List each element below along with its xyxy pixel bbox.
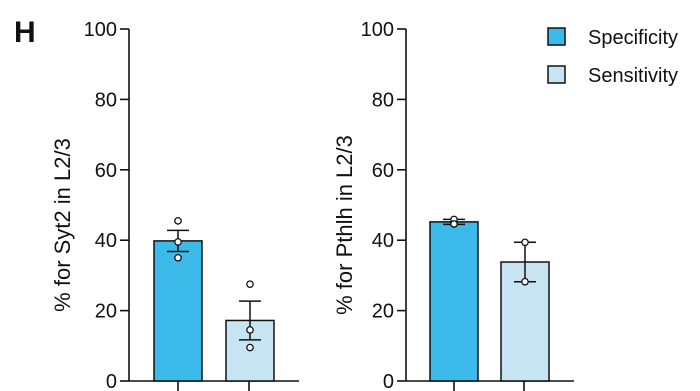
y-tick-label: 60 [372,160,394,182]
data-point [174,253,182,262]
y-axis-label: % for Syt2 in L2/3 [50,138,75,312]
y-tick-label: 0 [383,371,394,391]
legend-label-sensitivity: Sensitivity [588,65,678,87]
legend-swatch-specificity [547,27,566,46]
chart-syt2: 0 20 40 60 80 100 % for Syt2 in L2/3 [50,19,299,391]
y-tick-label: 80 [372,89,394,111]
panel-letter: H [14,16,36,49]
y-axis-label: % for Pthlh in L2/3 [332,135,357,315]
y-tick-label: 100 [84,19,117,41]
y-tick-label: 0 [106,371,117,391]
y-tick-label: 60 [95,160,117,182]
chart-pthlh: 0 20 40 60 80 100 % for Pthlh in L2/3 [332,19,574,391]
data-point [246,280,254,289]
legend: Specificity Sensitivity [547,27,678,87]
data-point [246,343,254,352]
data-point [521,277,529,286]
data-point [174,238,182,246]
data-point [174,216,182,225]
data-point [246,326,254,334]
y-tick-label: 100 [361,19,394,41]
y-tick-label: 80 [95,89,117,111]
bar-specificity [429,221,479,382]
y-tick-label: 20 [372,301,394,323]
y-tick-label: 20 [95,301,117,323]
bar-specificity [153,240,203,382]
legend-swatch-sensitivity [547,65,566,84]
y-tick-label: 40 [372,230,394,252]
legend-label-specificity: Specificity [588,27,678,49]
data-point [450,220,458,228]
data-point [521,238,529,247]
y-tick-label: 40 [95,230,117,252]
